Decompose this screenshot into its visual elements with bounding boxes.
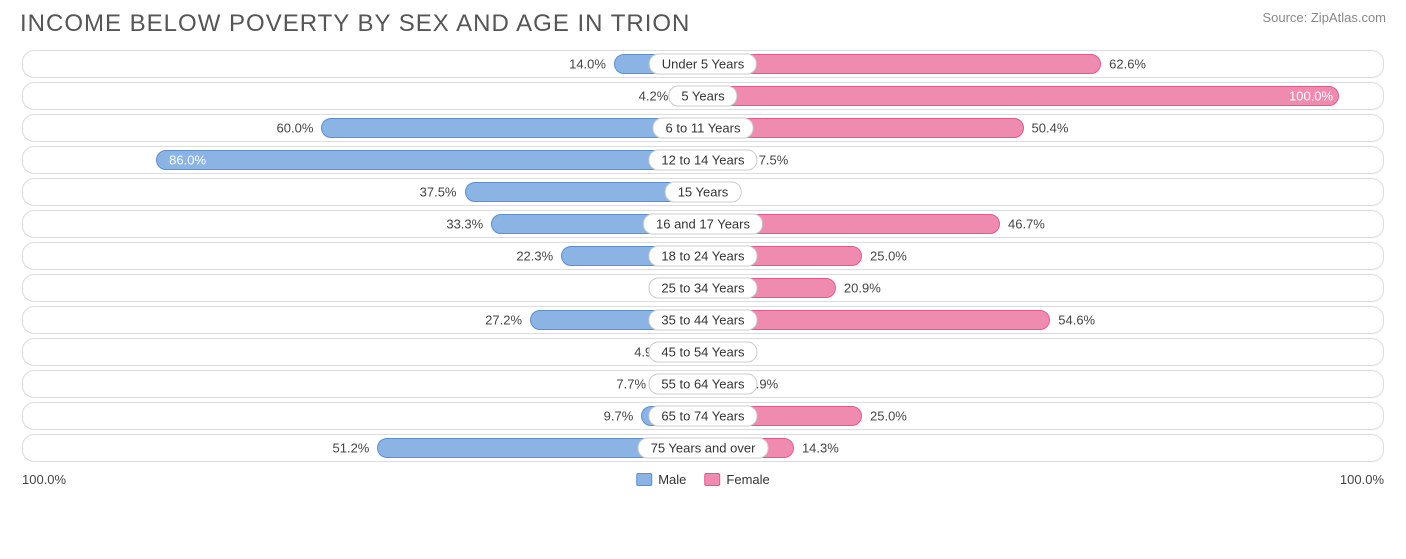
- chart-row: 4.2% 100.0% 5 Years: [22, 82, 1384, 110]
- chart-title: INCOME BELOW POVERTY BY SEX AND AGE IN T…: [20, 10, 690, 38]
- female-bar: [703, 54, 1101, 74]
- category-label: 75 Years and over: [638, 438, 769, 459]
- male-bar: [156, 150, 703, 170]
- category-label: 6 to 11 Years: [653, 118, 754, 139]
- chart-row: 27.2% 54.6% 35 to 44 Years: [22, 306, 1384, 334]
- female-value: 7.5%: [759, 153, 789, 168]
- swatch-male: [636, 473, 652, 486]
- chart-row: 14.0% 62.6% Under 5 Years: [22, 50, 1384, 78]
- chart-header: INCOME BELOW POVERTY BY SEX AND AGE IN T…: [0, 0, 1406, 46]
- female-value: 20.9%: [844, 281, 881, 296]
- category-label: 16 and 17 Years: [643, 214, 763, 235]
- legend-male-label: Male: [658, 472, 686, 487]
- chart-row: 60.0% 50.4% 6 to 11 Years: [22, 114, 1384, 142]
- male-value: 4.2%: [639, 89, 669, 104]
- chart-row: 37.5%0.0%15 Years: [22, 178, 1384, 206]
- female-value: 50.4%: [1032, 121, 1069, 136]
- chart-row: 86.0% 7.5%12 to 14 Years: [22, 146, 1384, 174]
- male-value: 51.2%: [333, 441, 370, 456]
- female-value: 62.6%: [1109, 57, 1146, 72]
- legend-female: Female: [704, 472, 769, 487]
- chart-row: 22.3% 25.0% 18 to 24 Years: [22, 242, 1384, 270]
- category-label: 65 to 74 Years: [648, 406, 757, 427]
- legend-male: Male: [636, 472, 686, 487]
- female-bar: [703, 86, 1339, 106]
- male-value: 22.3%: [516, 249, 553, 264]
- chart-area: 14.0% 62.6% Under 5 Years 4.2% 100.0% 5 Years…: [0, 46, 1406, 462]
- category-label: 35 to 44 Years: [648, 310, 757, 331]
- female-value: 14.3%: [802, 441, 839, 456]
- chart-row: 9.7% 25.0% 65 to 74 Years: [22, 402, 1384, 430]
- axis-labels: 100.0% Male Female 100.0%: [0, 466, 1406, 487]
- male-value: 37.5%: [420, 185, 457, 200]
- female-value: 54.6%: [1058, 313, 1095, 328]
- male-bar: [321, 118, 703, 138]
- chart-row: 33.3% 46.7% 16 and 17 Years: [22, 210, 1384, 238]
- axis-left-label: 100.0%: [22, 472, 66, 487]
- female-value: 100.0%: [1289, 89, 1333, 104]
- chart-row: 4.9%2.1%45 to 54 Years: [22, 338, 1384, 366]
- category-label: 12 to 14 Years: [648, 150, 757, 171]
- category-label: 15 Years: [665, 182, 742, 203]
- male-value: 7.7%: [616, 377, 646, 392]
- female-value: 25.0%: [870, 249, 907, 264]
- female-value: 25.0%: [870, 409, 907, 424]
- male-value: 27.2%: [485, 313, 522, 328]
- category-label: 25 to 34 Years: [648, 278, 757, 299]
- axis-right-label: 100.0%: [1340, 472, 1384, 487]
- male-value: 60.0%: [277, 121, 314, 136]
- male-value: 33.3%: [446, 217, 483, 232]
- female-value: 46.7%: [1008, 217, 1045, 232]
- category-label: Under 5 Years: [649, 54, 757, 75]
- chart-row: 7.7%5.9%55 to 64 Years: [22, 370, 1384, 398]
- male-value: 9.7%: [604, 409, 634, 424]
- male-value: 14.0%: [569, 57, 606, 72]
- chart-source: Source: ZipAtlas.com: [1262, 10, 1386, 25]
- swatch-female: [704, 473, 720, 486]
- chart-row: 51.2% 14.3% 75 Years and over: [22, 434, 1384, 462]
- category-label: 45 to 54 Years: [648, 342, 757, 363]
- legend-female-label: Female: [726, 472, 769, 487]
- legend: Male Female: [636, 472, 770, 487]
- category-label: 18 to 24 Years: [648, 246, 757, 267]
- male-value: 86.0%: [169, 153, 206, 168]
- category-label: 5 Years: [668, 86, 737, 107]
- chart-row: 1.3%20.9%25 to 34 Years: [22, 274, 1384, 302]
- category-label: 55 to 64 Years: [648, 374, 757, 395]
